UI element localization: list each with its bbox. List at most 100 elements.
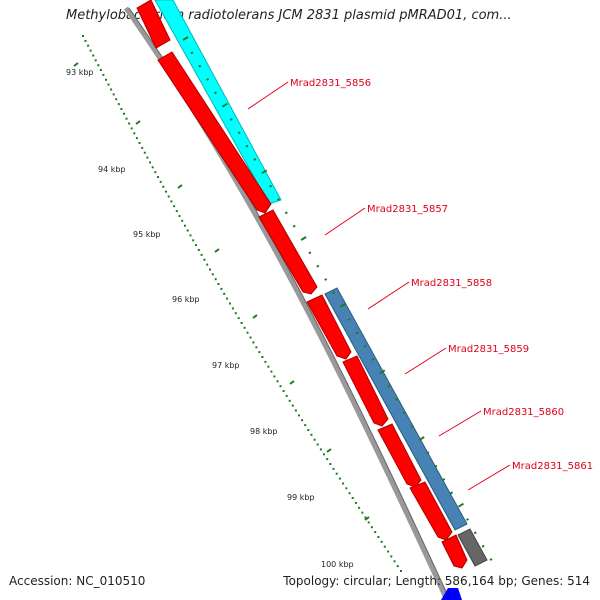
scale-minor-tick xyxy=(186,229,189,232)
scale-minor-tick xyxy=(380,540,383,543)
genome-summary-text: Topology: circular; Length: 586,164 bp; … xyxy=(283,574,590,588)
scale-minor-tick xyxy=(387,550,390,553)
scale-minor-tick xyxy=(400,570,402,572)
cyan-feature[interactable] xyxy=(154,0,282,205)
scale-major-tick xyxy=(73,62,79,67)
outer-tick xyxy=(300,236,307,241)
scale-minor-tick xyxy=(175,210,178,213)
scale-minor-tick xyxy=(159,180,162,183)
scale-minor-tick xyxy=(351,497,354,499)
scale-minor-tick xyxy=(189,234,192,237)
gene-label-leader-line xyxy=(324,207,366,236)
blue-feature[interactable] xyxy=(324,287,468,531)
scale-minor-tick xyxy=(332,467,335,470)
scale-minor-tick xyxy=(246,331,249,334)
scale-minor-tick xyxy=(358,506,361,509)
outer-tick xyxy=(198,64,202,68)
gene-label-leader-line xyxy=(404,347,447,375)
scale-label: 100 kbp xyxy=(321,560,354,569)
blue-cds-arrow[interactable] xyxy=(441,588,462,600)
gene-label-leader-line xyxy=(438,410,482,437)
outer-tick xyxy=(450,491,454,495)
outer-tick xyxy=(418,436,425,441)
scale-minor-tick xyxy=(335,472,338,475)
scale-minor-tick xyxy=(276,380,279,383)
gene-label[interactable]: Mrad2831_5860 xyxy=(483,407,564,418)
scale-label: 99 kbp xyxy=(287,493,315,502)
scale-minor-tick xyxy=(203,258,206,261)
scale-minor-tick xyxy=(329,463,332,465)
gene-label[interactable]: Mrad2831_5859 xyxy=(448,344,529,355)
outer-tick xyxy=(371,358,375,361)
scale-minor-tick xyxy=(310,433,313,436)
scale-minor-tick xyxy=(99,69,102,71)
scale-minor-tick xyxy=(209,268,211,271)
outer-tick xyxy=(355,331,359,335)
scale-minor-tick xyxy=(200,253,203,256)
scale-minor-tick xyxy=(288,399,291,402)
scale-minor-tick xyxy=(261,356,264,358)
cds-arrow[interactable] xyxy=(258,209,318,295)
gene-label-leader-line xyxy=(247,81,289,110)
gene-label[interactable]: Mrad2831_5856 xyxy=(290,78,371,89)
scale-minor-tick xyxy=(364,516,367,519)
scale-minor-tick xyxy=(226,297,229,300)
cds-arrow[interactable] xyxy=(342,355,389,427)
scale-minor-tick xyxy=(217,283,220,285)
scale-minor-tick xyxy=(149,161,151,164)
scale-minor-tick xyxy=(97,64,100,67)
backbone-arc xyxy=(123,6,450,600)
scale-minor-tick xyxy=(316,443,319,446)
scale-minor-tick xyxy=(390,555,393,558)
scale-major-tick xyxy=(177,184,183,189)
scale-minor-tick xyxy=(154,171,157,174)
scale-minor-tick xyxy=(173,205,176,208)
scale-minor-tick xyxy=(255,346,258,349)
scale-minor-tick xyxy=(84,39,87,42)
scale-minor-tick xyxy=(165,190,167,193)
cds-arrow[interactable] xyxy=(136,0,171,49)
scale-minor-tick xyxy=(291,404,294,407)
scale-minor-tick xyxy=(342,482,345,485)
scale-minor-tick xyxy=(231,307,234,310)
scale-minor-tick xyxy=(345,487,348,490)
scale-minor-tick xyxy=(211,273,214,276)
cds-arrow[interactable] xyxy=(409,481,453,541)
scale-minor-tick xyxy=(110,88,113,91)
gene-label-leader-line xyxy=(367,281,410,310)
scale-minor-tick xyxy=(138,142,141,144)
scale-minor-tick xyxy=(240,322,243,324)
gray-feature[interactable] xyxy=(457,528,488,567)
scale-minor-tick xyxy=(181,219,184,222)
outer-tick xyxy=(402,411,406,415)
outer-tick xyxy=(387,384,391,388)
scale-minor-tick xyxy=(195,244,197,247)
outer-tick xyxy=(473,531,477,535)
cds-arrow[interactable] xyxy=(441,534,468,569)
gene-label[interactable]: Mrad2831_5861 xyxy=(512,461,593,472)
outer-tick xyxy=(214,91,217,95)
outer-tick xyxy=(182,36,189,41)
scale-minor-tick xyxy=(282,390,285,392)
scale-major-tick xyxy=(364,516,370,521)
scale-minor-tick xyxy=(89,49,92,52)
outer-tick xyxy=(308,251,312,255)
scale-major-tick xyxy=(289,380,295,385)
outer-tick xyxy=(316,264,320,268)
cds-arrow[interactable] xyxy=(377,423,422,488)
outer-tick xyxy=(332,291,336,295)
cds-arrow[interactable] xyxy=(157,51,272,214)
scale-minor-tick xyxy=(141,146,144,149)
scale-minor-tick xyxy=(82,35,84,37)
scale-minor-tick xyxy=(267,365,270,368)
scale-ruler: 93 kbp 94 kbp 95 kbp 96 kbp 97 kbp 98 kbp 99 k… xyxy=(66,35,402,572)
gene-label[interactable]: Mrad2831_5857 xyxy=(367,204,448,215)
scale-minor-tick xyxy=(301,419,304,422)
scale-minor-tick xyxy=(249,336,252,339)
outer-tick xyxy=(442,478,446,481)
gene-label[interactable]: Mrad2831_5858 xyxy=(411,278,492,289)
scale-minor-tick xyxy=(234,312,237,315)
outer-tick xyxy=(237,131,241,135)
scale-minor-tick xyxy=(128,122,131,125)
cds-arrow[interactable] xyxy=(306,294,352,360)
